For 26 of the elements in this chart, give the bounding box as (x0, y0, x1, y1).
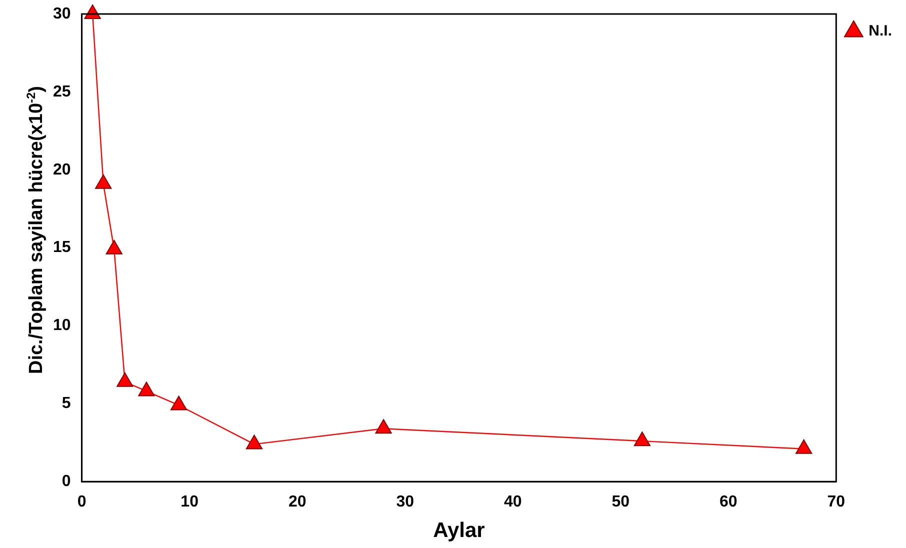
y-tick-label: 0 (62, 473, 71, 490)
x-tick-label: 60 (720, 494, 738, 511)
legend-label: N.I. (868, 22, 892, 40)
y-tick-label: 20 (53, 161, 71, 178)
y-tick-label: 30 (53, 5, 71, 22)
x-tick-label: 0 (77, 494, 86, 511)
point (246, 434, 263, 450)
x-tick-label: 20 (288, 494, 306, 511)
y-tick-label: 10 (53, 317, 71, 334)
y-tick-label: 15 (53, 239, 71, 256)
x-tick-label: 50 (612, 494, 630, 511)
y-tick-label: 5 (62, 395, 71, 412)
x-axis-title: Aylar (433, 519, 485, 542)
x-tick-label: 40 (504, 494, 522, 511)
x-tick-label: 70 (827, 494, 846, 511)
point (138, 382, 155, 396)
y-tick-label: 25 (53, 83, 71, 100)
point (796, 439, 812, 454)
point (375, 419, 392, 434)
point (95, 174, 112, 189)
x-tick-label: 30 (396, 494, 414, 511)
point (634, 432, 650, 446)
point (116, 372, 134, 387)
x-tick-label: 10 (180, 494, 199, 511)
point (106, 240, 122, 254)
point (170, 396, 188, 410)
